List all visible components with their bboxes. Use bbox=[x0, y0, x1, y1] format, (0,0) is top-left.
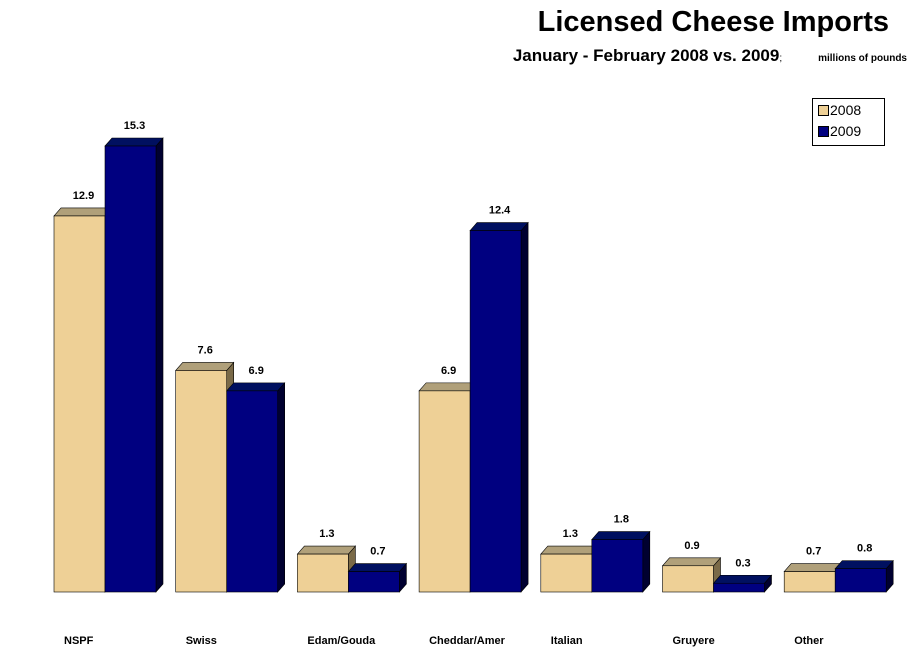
data-label-nspf-2008: 12.9 bbox=[73, 190, 94, 202]
bar-cheddar-amer-2008 bbox=[418, 382, 478, 593]
legend-label-2008: 2008 bbox=[830, 102, 862, 118]
data-label-edam-gouda-2009: 0.7 bbox=[370, 546, 385, 558]
subtitle-separator: ; bbox=[779, 53, 783, 64]
data-label-gruyere-2009: 0.3 bbox=[735, 557, 750, 569]
data-label-gruyere-2008: 0.9 bbox=[684, 540, 699, 552]
legend-item-2009: 2009 bbox=[818, 123, 861, 139]
chart-subtitle: January - February 2008 vs. 2009 bbox=[512, 46, 780, 65]
bar-other-2009 bbox=[834, 559, 894, 593]
data-label-edam-gouda-2008: 1.3 bbox=[319, 528, 334, 540]
category-label-swiss: Swiss bbox=[186, 635, 217, 647]
bar-italian-2008 bbox=[540, 545, 600, 593]
bar-italian-2009 bbox=[591, 530, 651, 593]
bar-edam-gouda-2008 bbox=[296, 545, 357, 593]
data-label-other-2008: 0.7 bbox=[806, 546, 821, 558]
category-label-gruyere: Gruyere bbox=[673, 635, 715, 647]
data-label-other-2009: 0.8 bbox=[857, 543, 872, 555]
bar-nspf-2009 bbox=[104, 137, 164, 593]
legend-label-2009: 2009 bbox=[830, 123, 862, 139]
bar-edam-gouda-2009 bbox=[347, 562, 408, 593]
bar-cheddar-amer-2009 bbox=[469, 221, 529, 593]
category-label-cheddar-amer: Cheddar/Amer bbox=[429, 635, 506, 647]
legend-swatch-2009 bbox=[818, 126, 829, 137]
bar-other-2008 bbox=[783, 562, 843, 593]
legend-swatch-2008 bbox=[818, 105, 829, 116]
category-label-nspf: NSPF bbox=[64, 635, 94, 647]
data-label-italian-2009: 1.8 bbox=[614, 514, 629, 526]
bar-nspf-2008 bbox=[53, 207, 113, 593]
data-label-italian-2008: 1.3 bbox=[563, 528, 578, 540]
bar-swiss-2009 bbox=[226, 382, 286, 593]
data-label-swiss-2009: 6.9 bbox=[249, 365, 264, 377]
data-label-cheddar-amer-2008: 6.9 bbox=[441, 365, 456, 377]
legend-item-2008: 2008 bbox=[818, 102, 861, 118]
data-label-nspf-2009: 15.3 bbox=[124, 120, 145, 132]
chart-legend: 2008 2009 bbox=[812, 98, 885, 146]
category-label-edam-gouda: Edam/Gouda bbox=[307, 635, 376, 647]
bar-swiss-2008 bbox=[175, 361, 235, 593]
bar-gruyere-2009 bbox=[712, 574, 773, 593]
data-label-swiss-2008: 7.6 bbox=[198, 344, 213, 356]
chart-title: Licensed Cheese Imports bbox=[537, 6, 889, 38]
category-label-italian: Italian bbox=[551, 635, 583, 647]
category-label-other: Other bbox=[794, 635, 824, 647]
data-label-cheddar-amer-2009: 12.4 bbox=[489, 205, 511, 217]
subtitle-row: January - February 2008 vs. 2009; million… bbox=[513, 46, 907, 66]
bar-gruyere-2008 bbox=[661, 556, 722, 593]
units-label: millions of pounds bbox=[818, 53, 907, 64]
